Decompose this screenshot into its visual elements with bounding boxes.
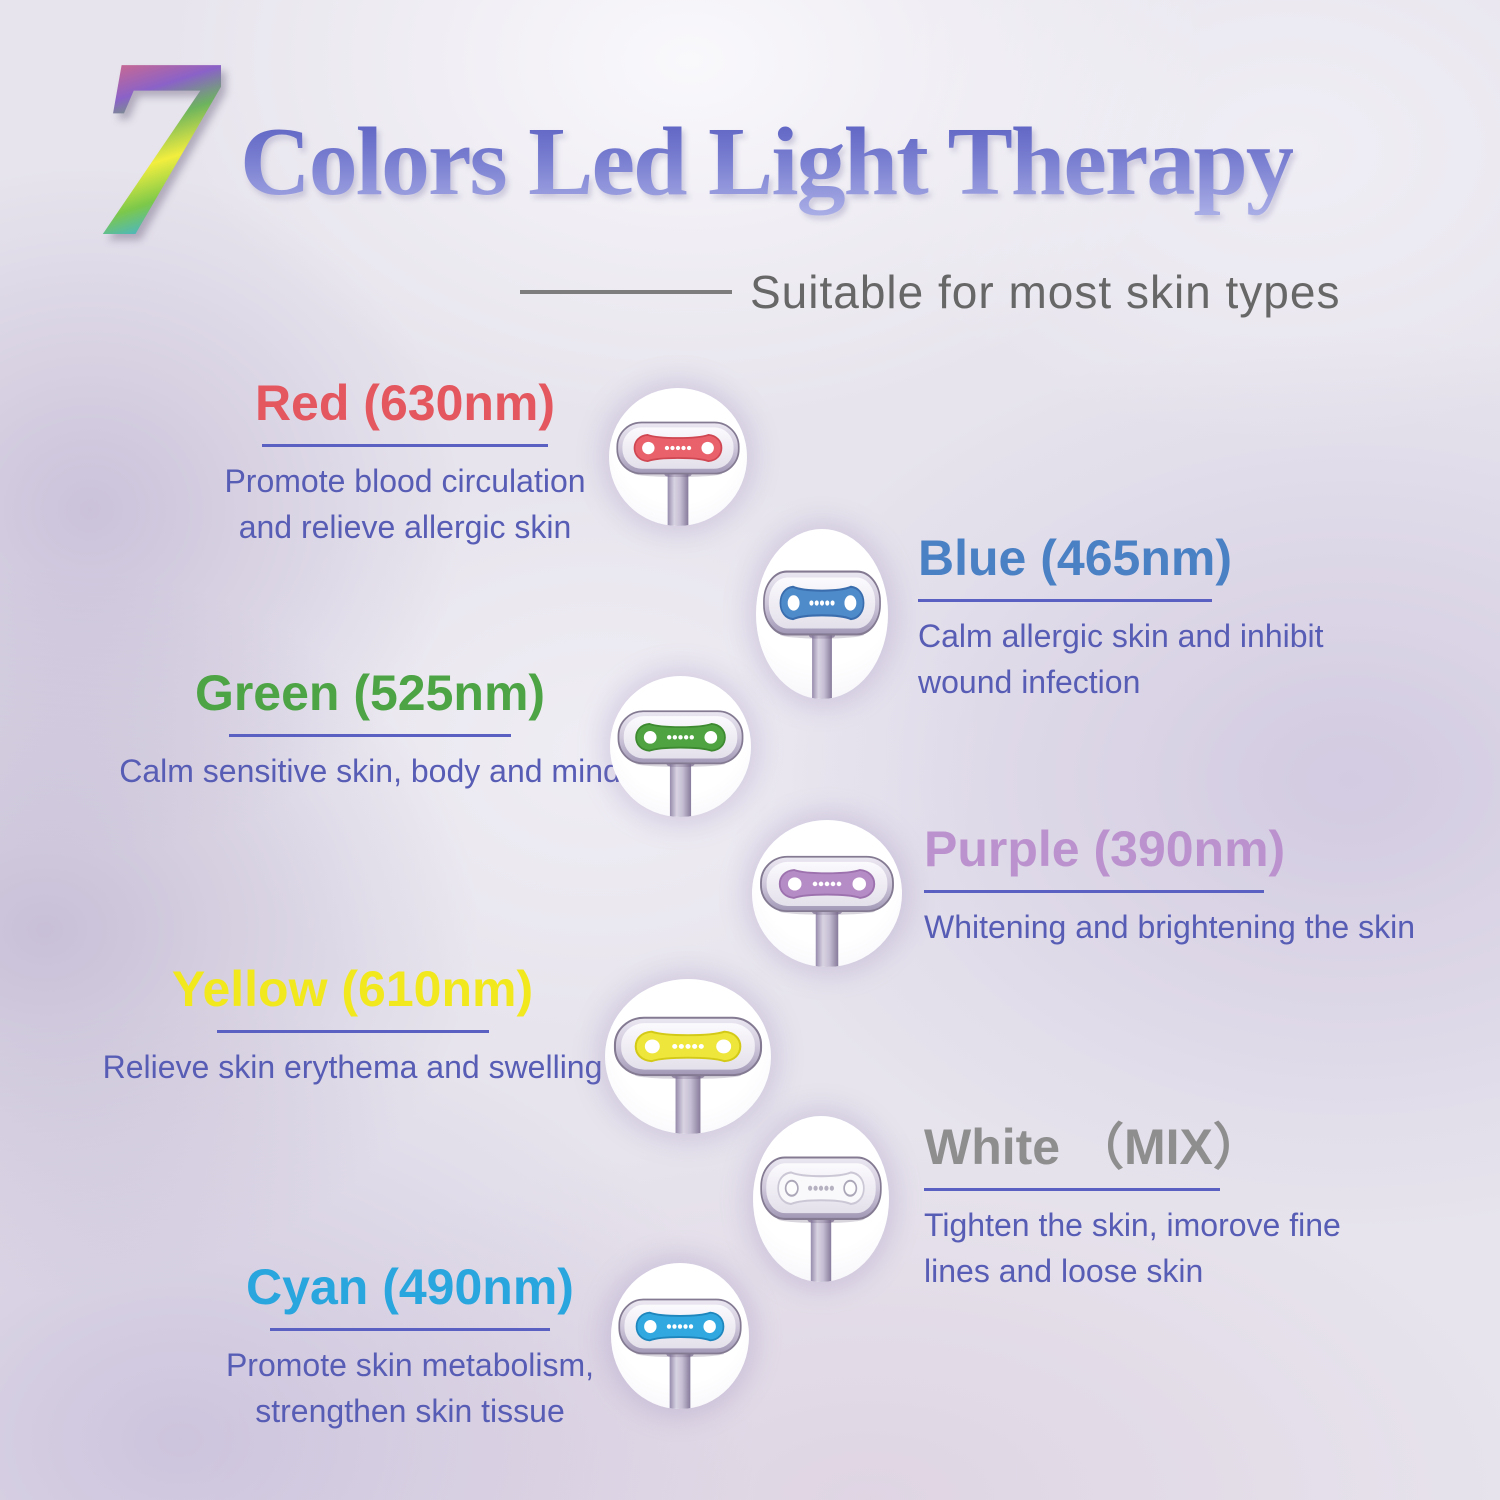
section-yellow-heading: Yellow (610nm) [171,961,534,1017]
section-purple-description: Whitening and brightening the skin [924,909,1415,945]
section-purple: Purple (390nm) Whitening and brightening… [924,822,1484,950]
section-blue: Blue (465nm) Calm allergic skin and inhi… [918,531,1438,706]
heading-underline [918,599,1212,602]
section-blue-description: Calm allergic skin and inhibit wound inf… [918,618,1324,701]
section-purple-heading: Purple (390nm) [924,821,1286,877]
heading-underline [229,734,511,737]
device-stem [815,909,839,967]
heading-underline [216,1030,489,1033]
device-stem [667,472,689,526]
section-white-heading: White （MIX） [924,1119,1263,1175]
led-dots [667,735,694,740]
led-end-lights [784,1179,858,1197]
page-title: Colors Led Light Therapy [240,104,1295,222]
heading-underline [270,1328,550,1331]
section-red-heading: Red (630nm) [254,375,556,431]
section-cyan-description: Promote skin metabolism, strengthen skin… [225,1347,595,1430]
led-dots [664,445,692,451]
section-white-description: Tighten the skin, imorove fine lines and… [924,1207,1341,1290]
subtitle: Suitable for most skin types [750,266,1341,318]
section-cyan: Cyan (490nm) Promote skin metabolism, st… [160,1260,660,1435]
led-device-illustration [617,710,744,817]
heading-underline [924,1188,1220,1191]
device-photo-blue [756,529,888,699]
led-dots [808,1185,834,1191]
led-end-lights [787,595,857,611]
heading-underline [262,444,548,447]
led-device-illustration [760,855,894,967]
led-device-illustration [618,1298,742,1409]
led-end-lights [788,877,866,891]
led-end-lights [642,441,714,455]
led-end-lights [644,1319,716,1334]
section-red: Red (630nm) Promote blood circulation an… [185,376,625,551]
device-stem [810,1217,832,1282]
led-device-illustration [616,421,740,526]
section-green: Green (525nm) Calm sensitive skin, body … [80,666,660,794]
section-blue-heading: Blue (465nm) [918,530,1232,586]
led-dots [666,1324,694,1329]
device-photo-cyan [611,1263,749,1409]
led-dots [672,1044,704,1049]
heading-underline [924,890,1264,893]
section-yellow: Yellow (610nm) Relieve skin erythema and… [65,962,640,1090]
led-dots [812,881,842,887]
device-stem [669,762,692,817]
device-photo-white [753,1116,889,1282]
subtitle-row: Suitable for most skin types [520,262,1340,322]
device-photo-red [609,388,747,526]
device-stem [812,632,832,699]
section-red-description: Promote blood circulation and relieve al… [224,463,586,546]
led-device-illustration [763,570,881,699]
section-white: White （MIX） Tighten the skin, imorove fi… [924,1120,1424,1295]
device-photo-purple [752,820,902,967]
led-end-lights [643,730,718,744]
device-photo-yellow [605,979,771,1134]
big-seven-number: 7 [92,4,221,290]
subtitle-divider-line [520,290,732,294]
led-device-illustration [613,1016,763,1134]
section-green-description: Calm sensitive skin, body and mind [119,753,621,789]
led-dots [809,600,835,606]
section-cyan-heading: Cyan (490nm) [246,1259,574,1315]
device-stem [669,1352,691,1409]
led-device-illustration [760,1156,882,1282]
device-photo-green [610,676,751,817]
led-end-lights [644,1039,732,1054]
device-stem [675,1073,701,1134]
section-green-heading: Green (525nm) [194,665,546,721]
section-yellow-description: Relieve skin erythema and swelling [102,1049,603,1085]
